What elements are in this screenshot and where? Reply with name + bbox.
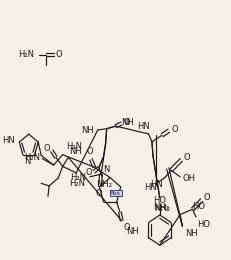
- Text: HN: HN: [137, 122, 150, 131]
- Text: HO: HO: [193, 202, 206, 211]
- Text: NH: NH: [82, 126, 94, 134]
- Text: OH: OH: [183, 174, 196, 183]
- Text: NH: NH: [126, 227, 138, 236]
- Text: N: N: [103, 165, 110, 174]
- Text: H₂N: H₂N: [66, 142, 82, 151]
- Text: O: O: [86, 147, 93, 156]
- Text: NH: NH: [185, 229, 198, 238]
- Text: Abs: Abs: [110, 191, 121, 196]
- Text: O: O: [56, 50, 63, 59]
- Text: N: N: [24, 158, 30, 166]
- Text: NH₂: NH₂: [97, 180, 112, 189]
- Text: O: O: [204, 193, 210, 202]
- Text: H₂N: H₂N: [69, 179, 85, 188]
- Text: HN: HN: [150, 180, 163, 189]
- Text: O: O: [124, 118, 130, 127]
- Text: HO: HO: [153, 196, 166, 205]
- Text: HN: HN: [144, 183, 156, 192]
- Text: O: O: [171, 125, 178, 134]
- Text: O: O: [123, 223, 130, 232]
- Text: HN: HN: [2, 136, 15, 145]
- Text: HO: HO: [197, 220, 210, 229]
- Text: O: O: [85, 168, 92, 177]
- Text: H₂N: H₂N: [70, 173, 86, 182]
- Text: NH: NH: [70, 147, 82, 156]
- Text: O: O: [44, 144, 50, 153]
- Text: NH: NH: [122, 118, 134, 127]
- Text: O: O: [184, 153, 190, 162]
- Text: NH₂: NH₂: [154, 204, 170, 213]
- Text: H₂N: H₂N: [18, 50, 34, 59]
- Text: NH₂: NH₂: [153, 203, 169, 212]
- Text: H₂N: H₂N: [24, 153, 40, 162]
- Text: O: O: [95, 189, 102, 198]
